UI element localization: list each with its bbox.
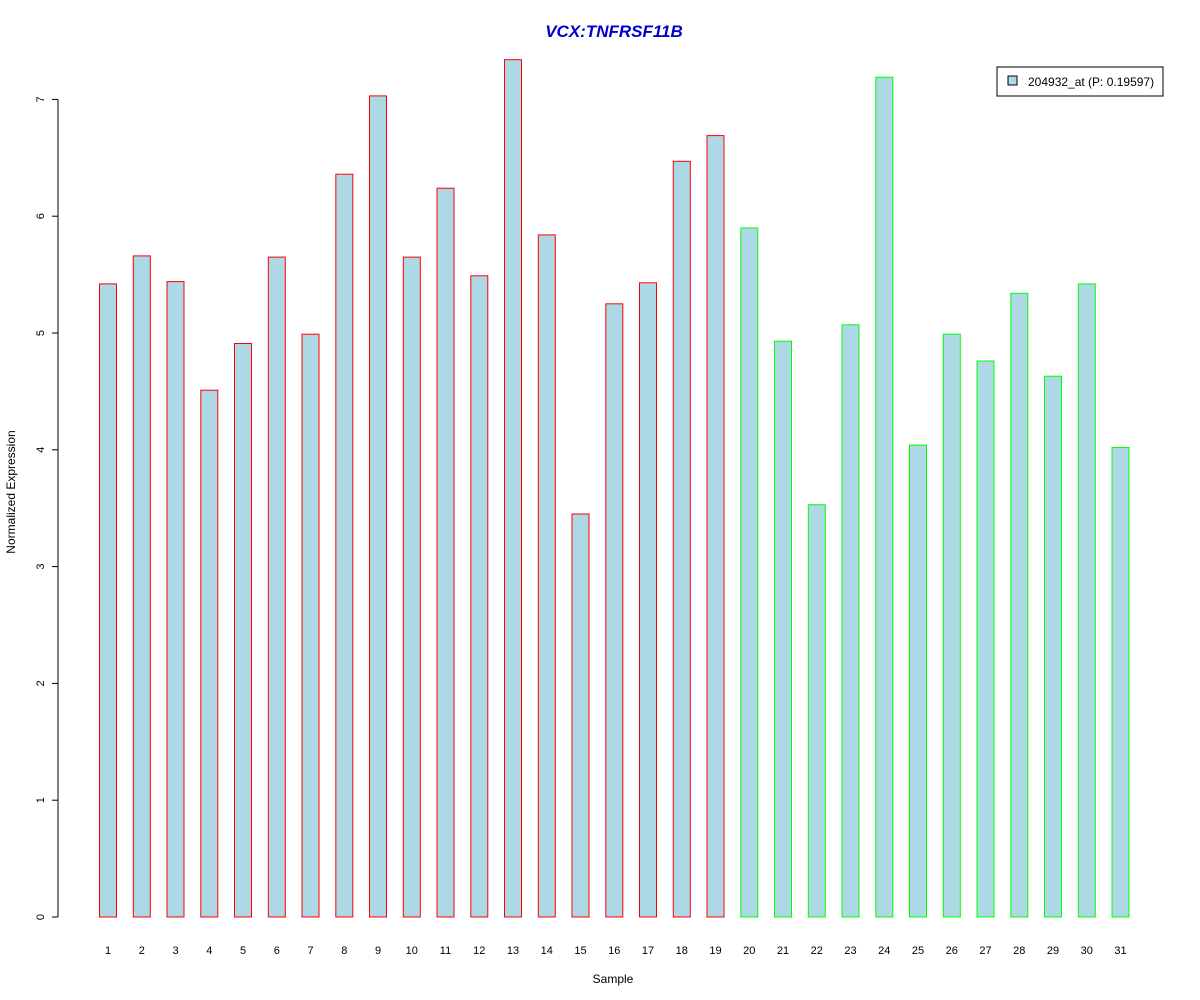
- bar-sample-29: [1044, 375, 1062, 918]
- x-tick-label: 3: [172, 945, 178, 957]
- bar-sample-2: [132, 255, 151, 918]
- bar-sample-5: [234, 343, 252, 918]
- bar-sample-7: [301, 333, 320, 918]
- bars-group: [99, 59, 1130, 918]
- x-tick-label: 10: [406, 945, 418, 957]
- x-tick-label: 9: [375, 945, 381, 957]
- x-tick-label: 27: [979, 945, 991, 957]
- bar-sample-10: [402, 256, 421, 918]
- x-tick-label: 24: [878, 945, 890, 957]
- x-tick-label: 4: [206, 945, 212, 957]
- bar-sample-21: [774, 340, 792, 918]
- y-tick-label: 0: [35, 914, 47, 920]
- bar-sample-17: [639, 282, 657, 918]
- bar-sample-23: [841, 324, 860, 918]
- bar-sample-31: [1111, 447, 1130, 918]
- bar-sample-16: [605, 303, 624, 918]
- x-tick-label: 13: [507, 945, 519, 957]
- legend-label: 204932_at (P: 0.19597): [1028, 75, 1154, 89]
- x-tick-label: 25: [912, 945, 924, 957]
- y-tick-label: 1: [35, 797, 47, 803]
- x-tick-labels: 1 2 3 4 5 6 7 8 9 10 11 12 13 14 15 16 17 18 19 20 21 22 23 24 2…: [105, 945, 1127, 957]
- bar-sample-14: [537, 234, 556, 918]
- bar-sample-19: [706, 135, 725, 918]
- x-tick-label: 18: [676, 945, 688, 957]
- bar-sample-22: [807, 504, 826, 918]
- legend-swatch: [1007, 75, 1018, 86]
- x-tick-label: 14: [541, 945, 553, 957]
- bar-sample-25: [909, 444, 927, 918]
- x-tick-label: 21: [777, 945, 789, 957]
- x-tick-label: 12: [473, 945, 485, 957]
- y-axis: 0 1 2 3 4 5 6 7: [35, 96, 59, 920]
- x-tick-label: 17: [642, 945, 654, 957]
- x-tick-label: 19: [709, 945, 721, 957]
- x-tick-label: 2: [139, 945, 145, 957]
- bar-sample-8: [335, 173, 354, 918]
- x-tick-label: 7: [307, 945, 313, 957]
- y-tick-label: 7: [35, 96, 47, 102]
- bar-sample-3: [166, 281, 185, 918]
- x-tick-label: 28: [1013, 945, 1025, 957]
- y-tick-label: 2: [35, 680, 47, 686]
- y-tick-label: 6: [35, 213, 47, 219]
- x-tick-label: 29: [1047, 945, 1059, 957]
- bar-sample-4: [200, 389, 219, 918]
- bar-sample-9: [369, 95, 387, 918]
- x-tick-label: 11: [440, 945, 451, 957]
- x-tick-label: 16: [608, 945, 620, 957]
- bar-sample-30: [1077, 283, 1096, 918]
- bar-sample-20: [740, 227, 759, 918]
- x-tick-label: 8: [341, 945, 347, 957]
- x-tick-label: 22: [811, 945, 823, 957]
- x-tick-label: 30: [1081, 945, 1093, 957]
- bar-sample-15: [571, 513, 590, 918]
- bar-sample-12: [470, 275, 489, 918]
- legend-box: [996, 66, 1164, 97]
- x-tick-label: 23: [844, 945, 856, 957]
- y-axis-label: Normalized Expression: [4, 430, 18, 553]
- bar-sample-26: [942, 333, 961, 918]
- y-tick-label: 5: [35, 330, 47, 336]
- bar-sample-27: [976, 360, 995, 918]
- x-tick-label: 6: [274, 945, 280, 957]
- x-tick-label: 15: [574, 945, 586, 957]
- x-tick-label: 31: [1114, 945, 1126, 957]
- bar-sample-28: [1010, 292, 1029, 918]
- legend: 204932_at (P: 0.19597): [996, 66, 1164, 97]
- y-tick-label: 3: [35, 564, 47, 570]
- x-tick-label: 20: [743, 945, 755, 957]
- x-tick-label: 5: [240, 945, 246, 957]
- bar-sample-18: [672, 160, 691, 918]
- bar-sample-1: [99, 283, 117, 918]
- bar-sample-24: [875, 76, 894, 918]
- bar-sample-6: [267, 256, 286, 918]
- bar-sample-11: [436, 187, 455, 918]
- bar-sample-13: [504, 59, 522, 918]
- x-tick-label: 26: [946, 945, 958, 957]
- x-tick-label: 1: [105, 945, 111, 957]
- y-tick-label: 4: [35, 447, 47, 453]
- chart-title: VCX:TNFRSF11B: [545, 22, 683, 41]
- x-axis-label: Sample: [593, 972, 634, 986]
